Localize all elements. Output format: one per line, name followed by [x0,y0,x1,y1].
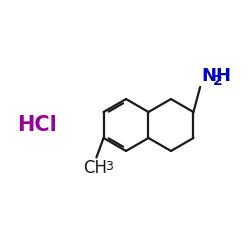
Text: CH: CH [83,159,107,177]
Text: HCl: HCl [17,115,57,135]
Text: 3: 3 [104,160,112,173]
Text: 2: 2 [213,74,222,88]
Text: NH: NH [202,67,232,85]
